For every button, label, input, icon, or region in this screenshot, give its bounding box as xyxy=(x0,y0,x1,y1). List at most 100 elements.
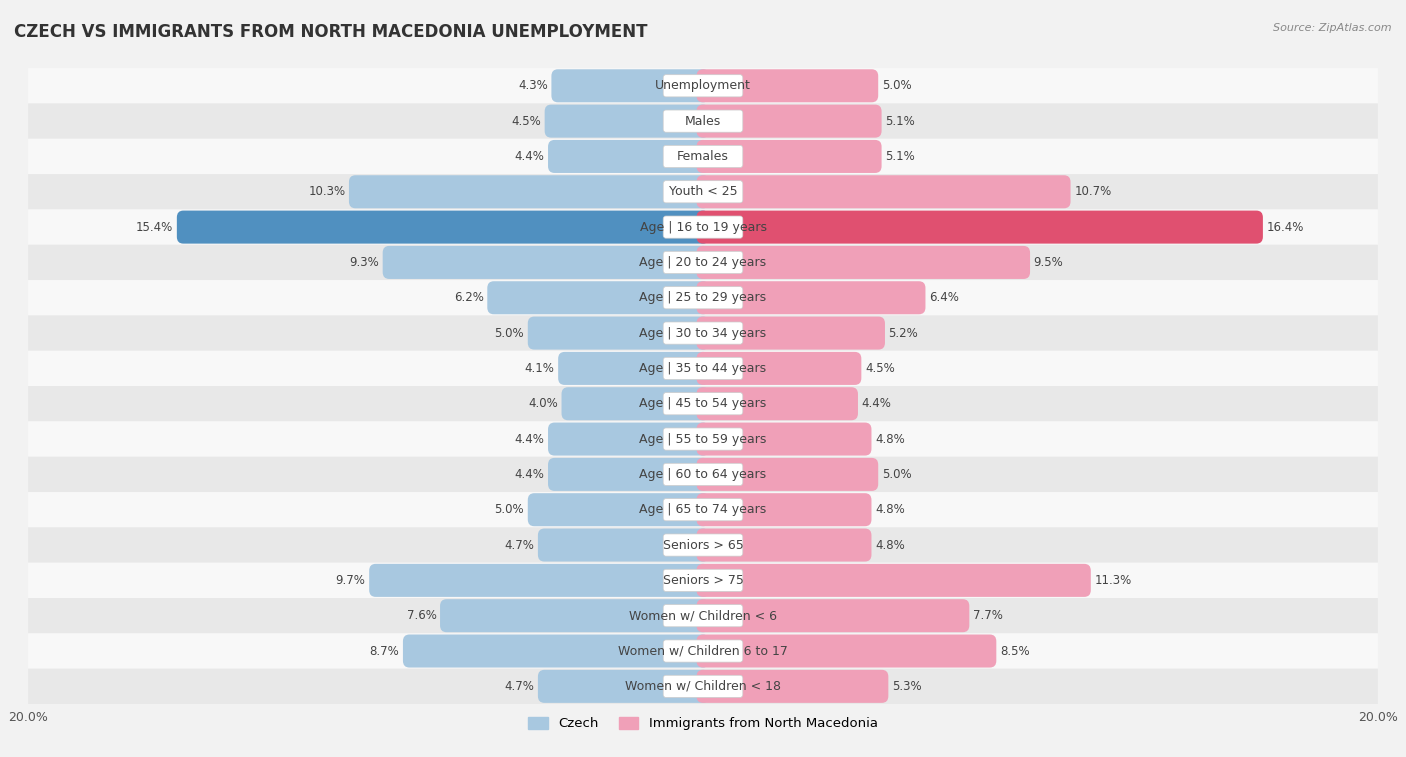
FancyBboxPatch shape xyxy=(696,494,872,526)
FancyBboxPatch shape xyxy=(664,75,742,97)
Text: 9.3%: 9.3% xyxy=(349,256,380,269)
FancyBboxPatch shape xyxy=(696,422,872,456)
FancyBboxPatch shape xyxy=(664,322,742,344)
FancyBboxPatch shape xyxy=(664,428,742,450)
FancyBboxPatch shape xyxy=(696,70,879,102)
Text: Age | 45 to 54 years: Age | 45 to 54 years xyxy=(640,397,766,410)
FancyBboxPatch shape xyxy=(28,210,1378,245)
FancyBboxPatch shape xyxy=(440,600,710,632)
Text: Males: Males xyxy=(685,114,721,128)
Text: Unemployment: Unemployment xyxy=(655,79,751,92)
FancyBboxPatch shape xyxy=(548,140,710,173)
Text: 4.5%: 4.5% xyxy=(512,114,541,128)
Text: Age | 65 to 74 years: Age | 65 to 74 years xyxy=(640,503,766,516)
FancyBboxPatch shape xyxy=(664,181,742,203)
Text: Source: ZipAtlas.com: Source: ZipAtlas.com xyxy=(1274,23,1392,33)
Text: 4.7%: 4.7% xyxy=(505,680,534,693)
FancyBboxPatch shape xyxy=(664,145,742,167)
FancyBboxPatch shape xyxy=(370,564,710,597)
Text: Age | 60 to 64 years: Age | 60 to 64 years xyxy=(640,468,766,481)
FancyBboxPatch shape xyxy=(696,388,858,420)
FancyBboxPatch shape xyxy=(488,282,710,314)
Text: 9.5%: 9.5% xyxy=(1033,256,1063,269)
Text: 5.0%: 5.0% xyxy=(882,79,911,92)
Text: Age | 20 to 24 years: Age | 20 to 24 years xyxy=(640,256,766,269)
Text: 4.0%: 4.0% xyxy=(529,397,558,410)
FancyBboxPatch shape xyxy=(696,634,997,668)
Text: 8.7%: 8.7% xyxy=(370,644,399,658)
FancyBboxPatch shape xyxy=(696,246,1031,279)
FancyBboxPatch shape xyxy=(28,104,1378,139)
Text: CZECH VS IMMIGRANTS FROM NORTH MACEDONIA UNEMPLOYMENT: CZECH VS IMMIGRANTS FROM NORTH MACEDONIA… xyxy=(14,23,648,41)
Text: 9.7%: 9.7% xyxy=(336,574,366,587)
FancyBboxPatch shape xyxy=(527,316,710,350)
Text: 4.4%: 4.4% xyxy=(862,397,891,410)
FancyBboxPatch shape xyxy=(696,600,969,632)
Text: Age | 35 to 44 years: Age | 35 to 44 years xyxy=(640,362,766,375)
Text: 5.0%: 5.0% xyxy=(495,326,524,340)
FancyBboxPatch shape xyxy=(696,528,872,562)
Text: 7.7%: 7.7% xyxy=(973,609,1002,622)
FancyBboxPatch shape xyxy=(561,388,710,420)
FancyBboxPatch shape xyxy=(664,640,742,662)
FancyBboxPatch shape xyxy=(28,245,1378,280)
FancyBboxPatch shape xyxy=(664,605,742,627)
Legend: Czech, Immigrants from North Macedonia: Czech, Immigrants from North Macedonia xyxy=(523,712,883,736)
Text: Age | 55 to 59 years: Age | 55 to 59 years xyxy=(640,432,766,446)
Text: Age | 30 to 34 years: Age | 30 to 34 years xyxy=(640,326,766,340)
FancyBboxPatch shape xyxy=(538,670,710,702)
FancyBboxPatch shape xyxy=(28,492,1378,528)
FancyBboxPatch shape xyxy=(28,528,1378,562)
FancyBboxPatch shape xyxy=(664,393,742,415)
FancyBboxPatch shape xyxy=(28,174,1378,210)
FancyBboxPatch shape xyxy=(664,534,742,556)
Text: Seniors > 65: Seniors > 65 xyxy=(662,538,744,552)
FancyBboxPatch shape xyxy=(28,668,1378,704)
Text: Age | 16 to 19 years: Age | 16 to 19 years xyxy=(640,220,766,234)
Text: 5.2%: 5.2% xyxy=(889,326,918,340)
FancyBboxPatch shape xyxy=(28,422,1378,456)
Text: 4.4%: 4.4% xyxy=(515,468,544,481)
FancyBboxPatch shape xyxy=(404,634,710,668)
Text: 8.5%: 8.5% xyxy=(1000,644,1029,658)
FancyBboxPatch shape xyxy=(696,140,882,173)
Text: 7.6%: 7.6% xyxy=(406,609,436,622)
Text: 5.0%: 5.0% xyxy=(882,468,911,481)
FancyBboxPatch shape xyxy=(551,70,710,102)
FancyBboxPatch shape xyxy=(28,139,1378,174)
Text: 15.4%: 15.4% xyxy=(136,220,173,234)
FancyBboxPatch shape xyxy=(664,251,742,273)
FancyBboxPatch shape xyxy=(28,456,1378,492)
Text: 4.3%: 4.3% xyxy=(517,79,548,92)
Text: 11.3%: 11.3% xyxy=(1094,574,1132,587)
FancyBboxPatch shape xyxy=(527,494,710,526)
Text: 10.7%: 10.7% xyxy=(1074,185,1111,198)
FancyBboxPatch shape xyxy=(28,350,1378,386)
FancyBboxPatch shape xyxy=(664,357,742,379)
Text: Seniors > 75: Seniors > 75 xyxy=(662,574,744,587)
FancyBboxPatch shape xyxy=(28,68,1378,104)
FancyBboxPatch shape xyxy=(664,499,742,521)
FancyBboxPatch shape xyxy=(696,176,1070,208)
Text: 4.1%: 4.1% xyxy=(524,362,554,375)
FancyBboxPatch shape xyxy=(696,352,862,385)
Text: 5.1%: 5.1% xyxy=(886,114,915,128)
Text: Females: Females xyxy=(678,150,728,163)
FancyBboxPatch shape xyxy=(382,246,710,279)
FancyBboxPatch shape xyxy=(696,458,879,491)
Text: 4.8%: 4.8% xyxy=(875,432,905,446)
Text: Youth < 25: Youth < 25 xyxy=(669,185,737,198)
FancyBboxPatch shape xyxy=(664,569,742,591)
FancyBboxPatch shape xyxy=(558,352,710,385)
FancyBboxPatch shape xyxy=(544,104,710,138)
FancyBboxPatch shape xyxy=(664,110,742,132)
FancyBboxPatch shape xyxy=(548,422,710,456)
Text: 4.8%: 4.8% xyxy=(875,503,905,516)
Text: Women w/ Children 6 to 17: Women w/ Children 6 to 17 xyxy=(619,644,787,658)
FancyBboxPatch shape xyxy=(664,216,742,238)
FancyBboxPatch shape xyxy=(664,463,742,485)
FancyBboxPatch shape xyxy=(538,528,710,562)
FancyBboxPatch shape xyxy=(28,316,1378,350)
FancyBboxPatch shape xyxy=(696,316,884,350)
Text: 4.7%: 4.7% xyxy=(505,538,534,552)
